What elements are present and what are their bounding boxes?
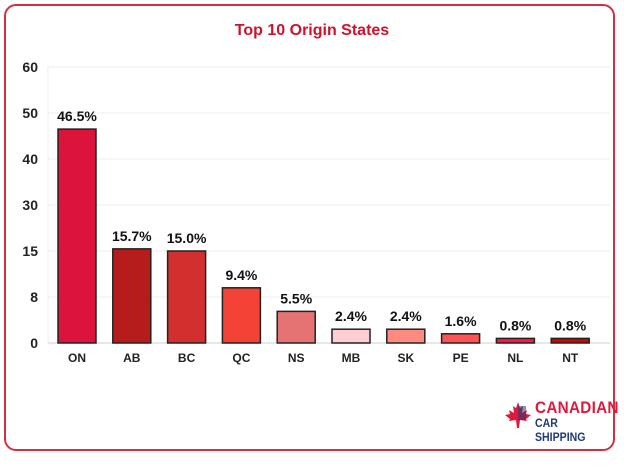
brand-name-line1: CANADIAN xyxy=(535,398,619,417)
x-tick-label: NS xyxy=(288,351,305,365)
bar-mb xyxy=(331,328,371,344)
x-tick-label: AB xyxy=(123,351,141,365)
data-label: 2.4% xyxy=(335,308,367,324)
x-tick-label: PE xyxy=(453,351,469,365)
data-label: 9.4% xyxy=(225,267,257,283)
y-tick-label: 60 xyxy=(22,59,38,75)
brand-name-line2: CAR SHIPPING xyxy=(535,416,586,444)
x-tick-label: SK xyxy=(397,351,414,365)
x-tick-label: BC xyxy=(178,351,196,365)
x-tick-label: QC xyxy=(232,351,250,365)
data-label: 15.7% xyxy=(112,228,152,244)
bar-on xyxy=(57,128,97,344)
y-tick-label: 8 xyxy=(30,289,38,305)
bar-pe xyxy=(440,333,481,344)
x-tick-label: MB xyxy=(342,351,361,365)
bar-ns xyxy=(276,310,316,344)
data-label: 46.5% xyxy=(57,108,97,124)
chart-title: Top 10 Origin States xyxy=(234,22,390,39)
bar-nl xyxy=(495,337,536,344)
x-tick-label: NL xyxy=(507,351,523,365)
maple-leaf-icon xyxy=(505,402,531,428)
bar-sk xyxy=(386,328,426,344)
bar-qc xyxy=(221,287,262,344)
y-tick-label: 50 xyxy=(22,105,38,121)
data-label: 2.4% xyxy=(390,308,422,324)
data-label: 1.6% xyxy=(445,313,477,329)
bar-ab xyxy=(112,248,152,344)
data-label: 5.5% xyxy=(280,290,312,306)
x-tick-label: ON xyxy=(68,351,86,365)
data-label: 0.8% xyxy=(554,317,586,333)
bar-nt xyxy=(550,337,590,344)
x-tick-label: NT xyxy=(562,351,579,365)
bar-bc xyxy=(166,250,207,344)
brand-logo: CANADIAN CAR SHIPPING xyxy=(503,398,618,444)
y-tick-label: 30 xyxy=(22,197,38,213)
y-tick-label: 40 xyxy=(22,151,38,167)
y-tick-label: 15 xyxy=(22,243,38,259)
chart-card xyxy=(4,4,615,451)
data-label: 0.8% xyxy=(499,317,531,333)
y-tick-label: 0 xyxy=(30,335,38,351)
data-label: 15.0% xyxy=(167,230,207,246)
